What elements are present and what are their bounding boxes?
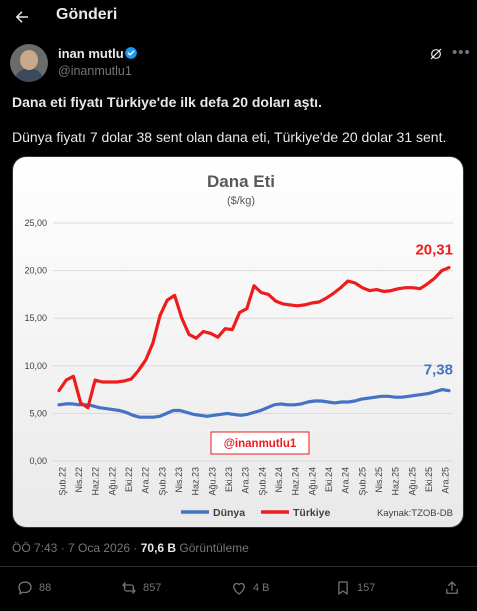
like-button[interactable]: 4 B (230, 577, 270, 599)
views-label: Görüntüleme (176, 541, 249, 555)
y-tick-label: 25,00 (24, 218, 47, 228)
post-body: Dünya fiyatı 7 dolar 38 sent olan dana e… (12, 129, 447, 145)
x-tick-label: Şub.25 (357, 467, 367, 496)
avatar[interactable] (10, 44, 48, 82)
x-tick-label: Şub.23 (157, 467, 167, 496)
x-tick-label: Ara.24 (341, 467, 351, 494)
bookmark-button[interactable]: 157 (334, 577, 375, 599)
x-tick-label: Nis.24 (274, 467, 284, 493)
action-bar: 88 857 4 B 157 (0, 577, 477, 601)
x-tick-label: Ara.25 (441, 467, 451, 494)
reply-button[interactable]: 88 (16, 577, 51, 599)
legend-label-world: Dünya (213, 507, 245, 519)
like-count: 4 B (253, 582, 270, 594)
x-tick-label: Haz.24 (291, 467, 301, 496)
x-tick-label: Eki.23 (224, 467, 234, 492)
views-count: 70,6 B (140, 541, 177, 555)
watermark-box (210, 431, 310, 455)
x-tick-label: Ağu.22 (107, 467, 117, 496)
share-button[interactable] (443, 577, 461, 599)
verified-badge-icon (125, 47, 137, 59)
chart-legend: Dünya Türkiye (181, 507, 331, 519)
grok-icon[interactable] (428, 46, 444, 62)
repost-icon (122, 582, 136, 594)
x-tick-label: Ağu.23 (207, 467, 217, 496)
share-icon (446, 581, 458, 594)
x-tick-label: Nis.22 (74, 467, 84, 493)
world-last-value-label: 7,38 (424, 362, 453, 379)
author-name[interactable]: inan mutlu (58, 46, 124, 61)
page-title: Gönderi (56, 6, 118, 23)
x-tick-label: Eki.22 (124, 467, 134, 492)
top-bar: Gönderi (0, 0, 477, 34)
bookmark-icon (338, 581, 348, 595)
chart-source: Kaynak:TZOB-DB (377, 508, 453, 519)
post-author: inan mutlu @inanmutlu1 ••• (10, 44, 470, 84)
x-tick-label: Ağu.24 (307, 467, 317, 496)
y-tick-label: 5,00 (29, 408, 47, 418)
repost-count: 857 (143, 582, 162, 594)
repost-button[interactable]: 857 (120, 577, 161, 599)
chart-image[interactable]: 0,00 5,00 10,00 15,00 20,00 25,00 Şub.22 Nis.2… (12, 156, 464, 528)
turkey-last-value-label: 20,31 (415, 242, 453, 259)
post-meta: ÖÖ 7:43 · 7 Oca 2026 · 70,6 B Görüntülem… (12, 541, 249, 555)
more-options-icon[interactable]: ••• (452, 44, 471, 61)
x-tick-label: Haz.23 (191, 467, 201, 496)
x-tick-label: Şub.22 (57, 467, 67, 496)
chart-background (13, 157, 463, 527)
chart-title: Dana Eti (207, 172, 275, 191)
reply-icon (18, 581, 32, 595)
y-tick-label: 20,00 (24, 266, 47, 276)
x-tick-label: Haz.25 (391, 467, 401, 496)
post-timestamp[interactable]: ÖÖ 7:43 · 7 Oca 2026 · (12, 541, 141, 555)
legend-label-turkey: Türkiye (293, 507, 331, 519)
bookmark-count: 157 (357, 582, 376, 594)
y-tick-label: 0,00 (29, 456, 47, 466)
reply-count: 88 (39, 582, 52, 594)
post-headline: Dana eti fiyatı Türkiye'de ilk defa 20 d… (12, 94, 322, 110)
line-chart: 0,00 5,00 10,00 15,00 20,00 25,00 Şub.22 Nis.2… (13, 157, 463, 527)
x-tick-label: Nis.23 (174, 467, 184, 493)
divider (0, 566, 477, 567)
series-line-turkey (57, 265, 451, 410)
series-line-world (57, 388, 451, 419)
x-tick-label: Haz.22 (91, 467, 101, 496)
x-tick-label: Ara.23 (241, 467, 251, 494)
x-tick-label: Eki.25 (424, 467, 434, 492)
chart-watermark: @inanmutlu1 (224, 438, 297, 450)
y-tick-label: 10,00 (24, 361, 47, 371)
chart-subtitle: ($/kg) (227, 195, 255, 207)
x-tick-label: Nis.25 (374, 467, 384, 493)
back-arrow-icon[interactable] (10, 5, 34, 29)
x-tick-label: Ara.22 (141, 467, 151, 494)
x-tick-label: Ağu.25 (407, 467, 417, 496)
heart-icon (233, 582, 245, 595)
author-handle[interactable]: @inanmutlu1 (58, 64, 132, 78)
y-tick-label: 15,00 (24, 313, 47, 323)
x-tick-label: Şub.24 (257, 467, 267, 496)
x-tick-label: Eki.24 (324, 467, 334, 492)
